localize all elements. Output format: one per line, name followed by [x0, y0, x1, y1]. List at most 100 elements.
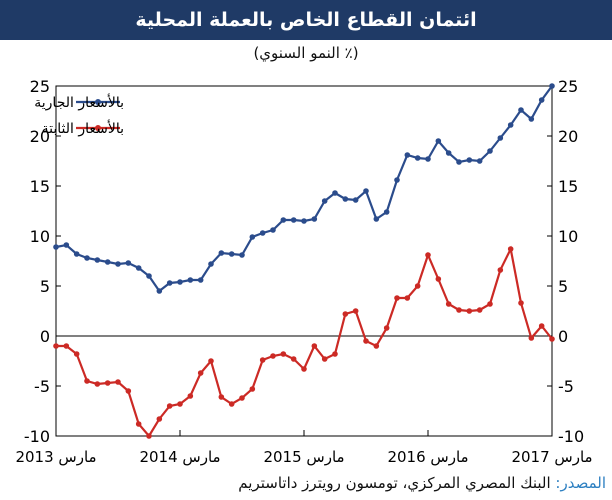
series-2-point: [332, 351, 338, 357]
chart-title: ائتمان القطاع الخاص بالعملة المحلية: [0, 0, 612, 40]
series-1-point: [383, 209, 390, 215]
series-1-point: [549, 83, 555, 89]
series-1-point: [115, 261, 121, 267]
legend-label-2: بالأسعار الثابتة: [42, 119, 124, 137]
series-1-point: [487, 148, 493, 154]
series-1-point: [538, 97, 545, 103]
y-tick-label-right: 5: [558, 277, 568, 296]
y-tick-label-right: -10: [558, 427, 584, 446]
series-2-point: [507, 246, 514, 252]
series-2-point: [125, 388, 132, 394]
y-tick-label-left: -10: [24, 427, 50, 446]
series-1-point: [342, 196, 349, 202]
source-note: المصدر: البنك المصري المركزي، تومسون روي…: [238, 474, 606, 492]
series-1-point: [280, 217, 287, 223]
series-2-point: [73, 351, 80, 357]
series-2-point: [383, 325, 390, 331]
series-2-point: [487, 301, 493, 307]
x-tick-label: مارس 2015: [263, 448, 344, 466]
series-2-point: [94, 381, 101, 387]
series-1-point: [332, 190, 338, 196]
series-1-point: [518, 107, 524, 113]
series-2-point: [166, 403, 173, 409]
series-1-point: [135, 265, 142, 271]
y-tick-label-left: 15: [30, 177, 50, 196]
series-1-point: [94, 257, 101, 263]
series-1-point: [270, 227, 276, 233]
series-1-point: [125, 260, 132, 266]
series-2-point: [197, 370, 204, 376]
series-2-point: [156, 416, 163, 422]
series-2-point: [414, 283, 421, 289]
series-2-point: [549, 336, 555, 342]
source-text: البنك المصري المركزي، تومسون رويترز داتا…: [238, 474, 551, 492]
series-1-point: [239, 252, 245, 258]
series-1-point: [456, 159, 462, 165]
series-1-point: [197, 277, 204, 283]
series-2-point: [466, 308, 473, 314]
series-1-point: [507, 122, 514, 128]
series-1-point: [228, 251, 235, 257]
source-label: المصدر:: [555, 474, 606, 492]
y-tick-label-right: 15: [558, 177, 578, 196]
series-2-point: [177, 401, 183, 407]
series-2-point: [497, 267, 504, 273]
y-tick-label-right: 20: [558, 127, 578, 146]
y-tick-label-left: 25: [30, 77, 50, 96]
series-line-1: [55, 85, 553, 293]
series-1-point: [435, 138, 442, 144]
series-2-point: [352, 308, 359, 314]
series-1-point: [259, 230, 266, 236]
series-2-point: [425, 252, 431, 258]
y-tick-label-left: 5: [40, 277, 50, 296]
series-2-point: [146, 433, 152, 439]
series-1-point: [528, 116, 535, 122]
series-2-point: [363, 338, 369, 344]
series-2-point: [104, 380, 111, 386]
series-2-point: [301, 366, 307, 372]
series-1-point: [156, 288, 163, 294]
x-tick-label: مارس 2013: [15, 448, 96, 466]
y-tick-label-left: 10: [30, 227, 50, 246]
series-1-point: [53, 244, 59, 250]
series-1-point: [63, 242, 70, 248]
series-2-point: [394, 295, 400, 301]
series-2-point: [53, 343, 59, 349]
series-1-point: [73, 251, 80, 257]
series-1-point: [218, 250, 225, 256]
series-2-point: [538, 323, 545, 329]
series-2-point: [187, 393, 194, 399]
series-2-point: [239, 395, 245, 401]
series-1-point: [104, 259, 111, 265]
legend-marker-2: [95, 125, 101, 131]
series-1-point: [352, 197, 359, 203]
series-2-point: [228, 401, 235, 407]
y-tick-label-left: -5: [34, 377, 50, 396]
series-1-point: [414, 155, 421, 161]
series-2-point: [435, 276, 442, 282]
y-tick-label-right: 0: [558, 327, 568, 346]
y-tick-label-left: 0: [40, 327, 50, 346]
y-tick-label-right: 25: [558, 77, 578, 96]
series-2-point: [373, 343, 380, 349]
series-1-point: [146, 273, 152, 279]
series-2-point: [456, 307, 462, 313]
series-2-point: [115, 379, 121, 385]
y-tick-label-right: 10: [558, 227, 578, 246]
series-1-point: [249, 234, 256, 240]
series-1-point: [404, 152, 411, 158]
series-2-point: [218, 394, 225, 400]
series-2-point: [476, 307, 483, 313]
series-2-point: [249, 386, 256, 392]
legend-marker-1: [95, 99, 101, 105]
series-1-point: [84, 255, 90, 261]
series-1-point: [425, 156, 431, 162]
series-line-2: [56, 245, 553, 438]
x-tick-label: مارس 2016: [387, 448, 468, 466]
series-2-point: [208, 358, 214, 364]
series-2-point: [290, 356, 297, 362]
series-2-point: [135, 421, 142, 427]
series-1-point: [394, 177, 400, 183]
series-2-point: [84, 378, 90, 384]
series-1-point: [321, 198, 328, 204]
